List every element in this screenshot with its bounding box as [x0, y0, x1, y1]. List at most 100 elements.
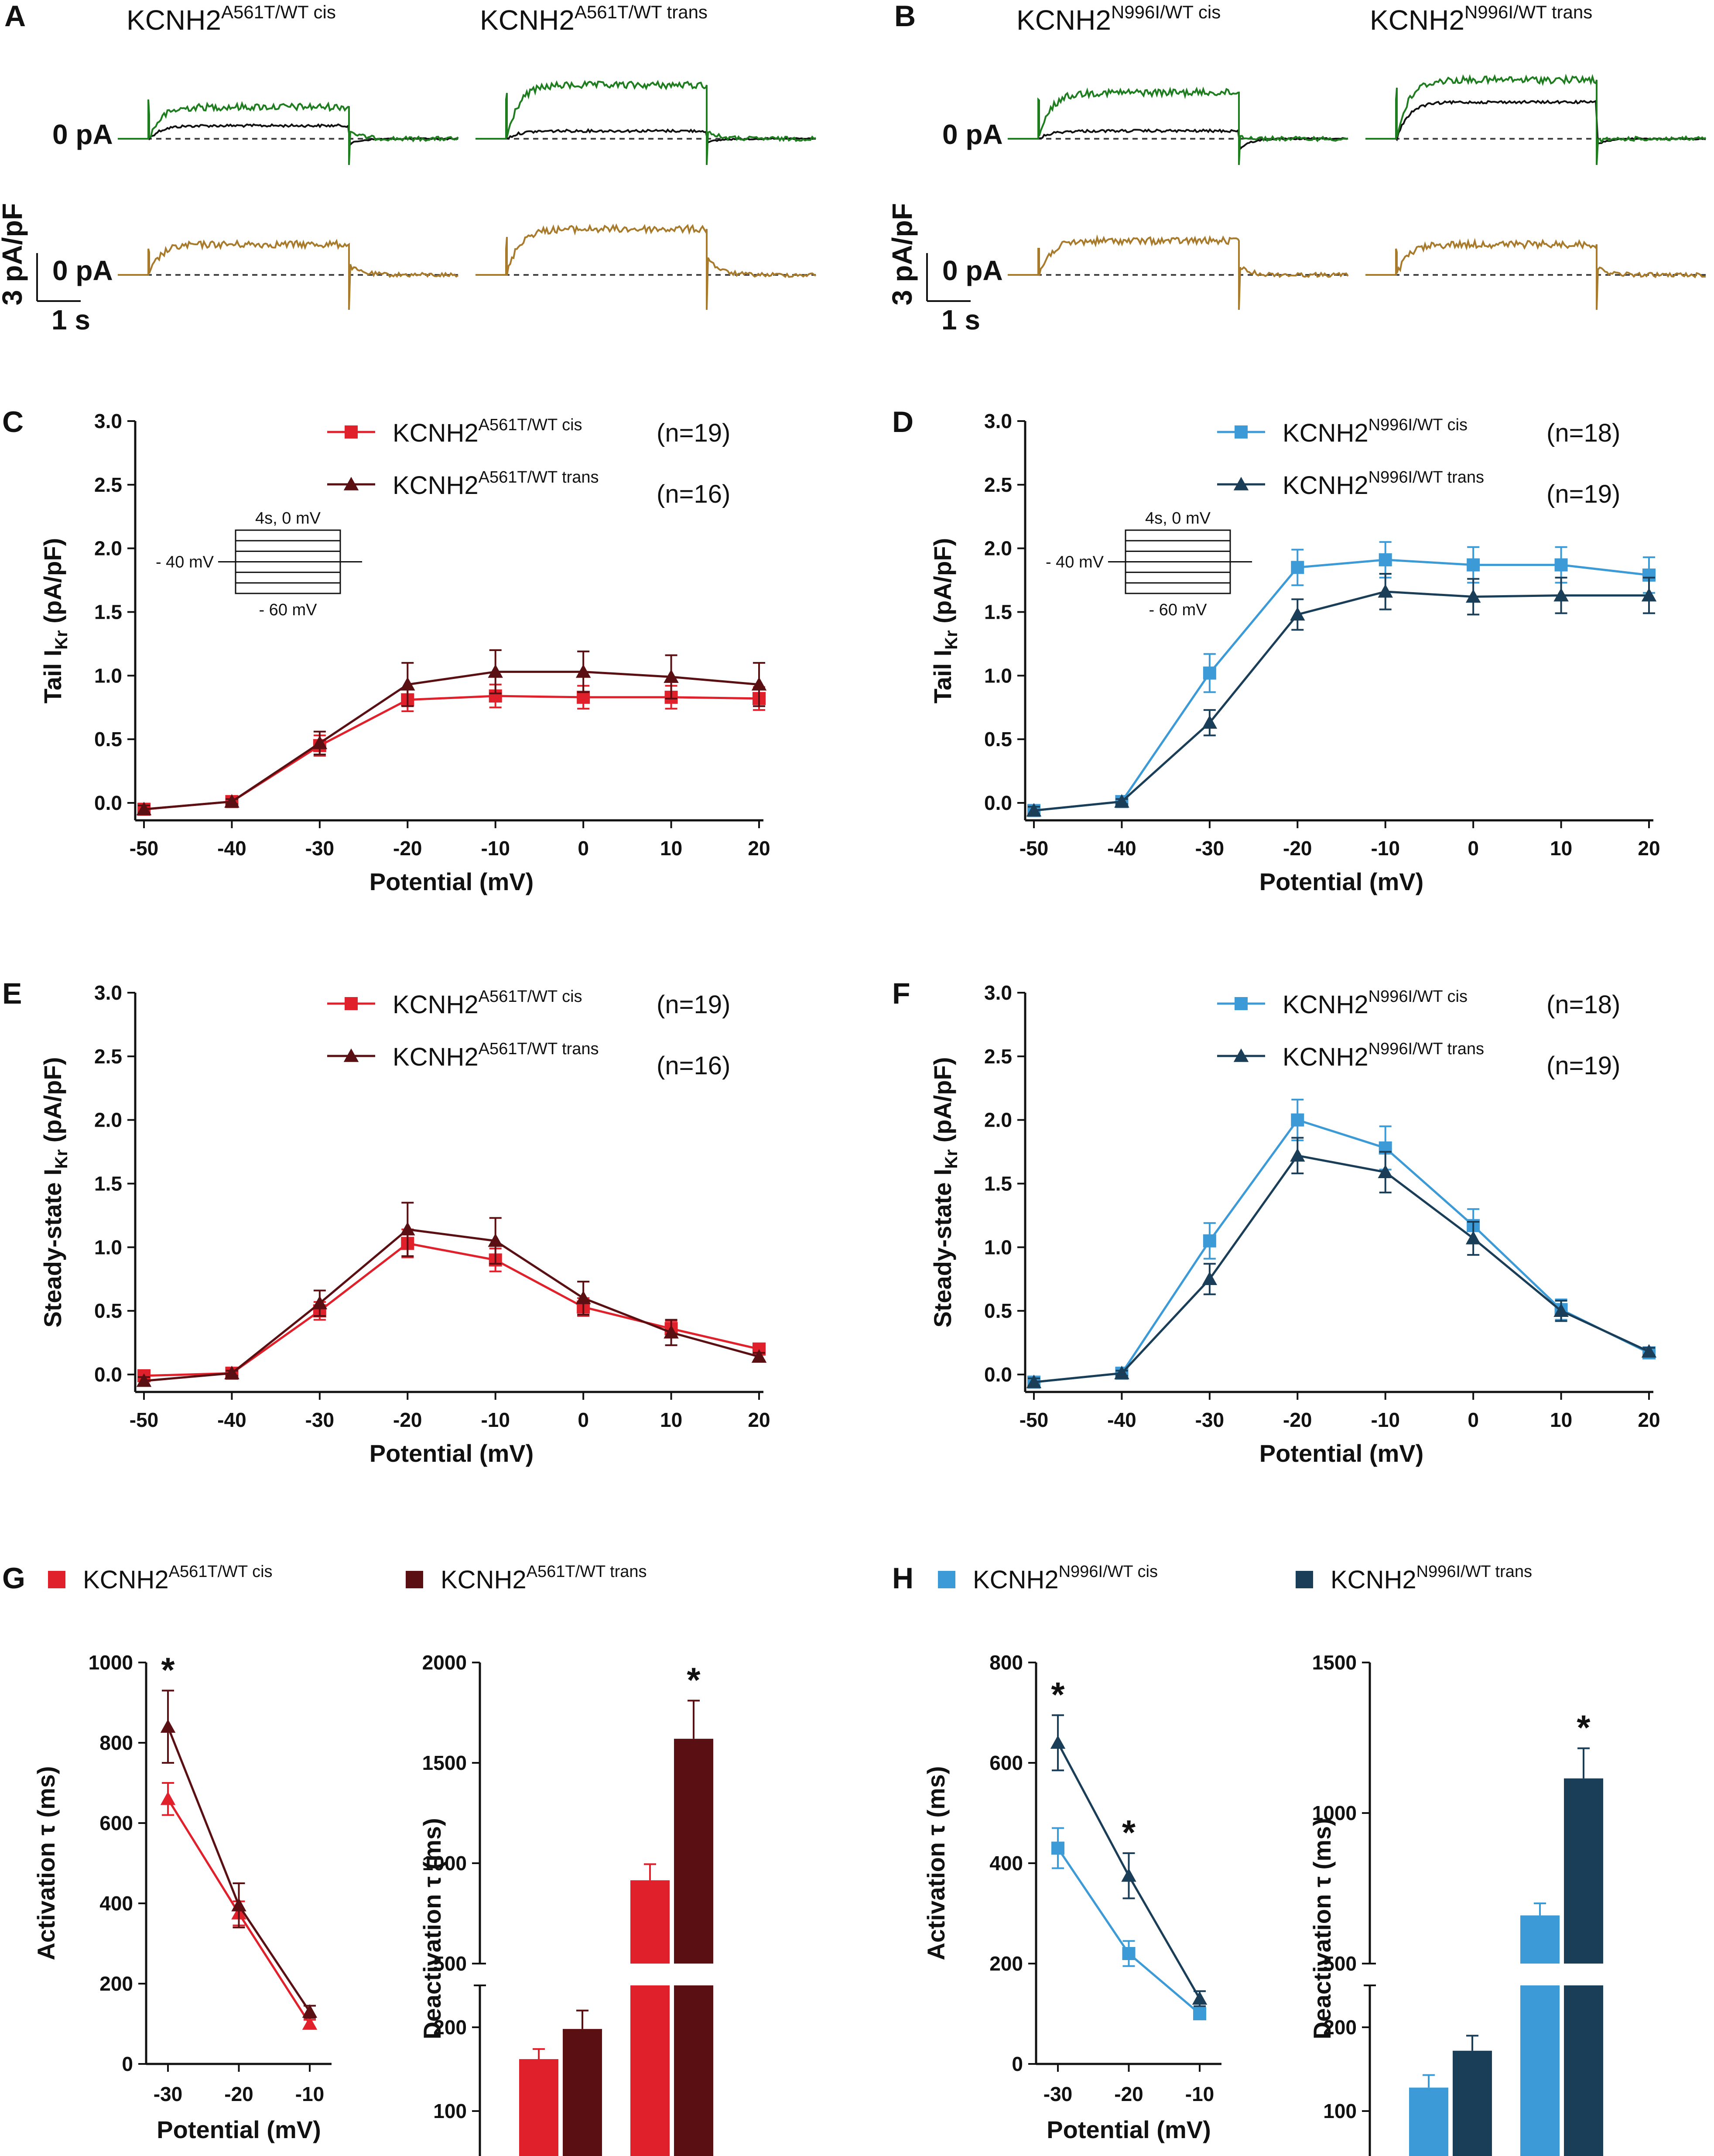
legend-marker — [345, 997, 358, 1010]
series-line — [144, 671, 759, 811]
series-line — [1033, 590, 1649, 812]
data-point — [1465, 589, 1481, 603]
y-tick-label: 100 — [1323, 2100, 1357, 2122]
data-point — [136, 802, 152, 816]
legend-marker — [1235, 997, 1248, 1010]
data-point — [1378, 584, 1393, 598]
data-point — [1467, 558, 1480, 572]
legend-n: (n=16) — [657, 1052, 730, 1080]
y-tick-label: 2.5 — [984, 1045, 1012, 1068]
data-point — [1192, 1991, 1208, 2005]
panel-letter-H: H — [892, 1562, 913, 1595]
y-tick-label: 1000 — [1312, 1802, 1357, 1824]
data-point — [1114, 1365, 1129, 1379]
series-1 — [1026, 1137, 1657, 1388]
data-point — [312, 1296, 328, 1309]
y-tick-label: 2.0 — [984, 1109, 1012, 1131]
x-tick-label: -30 — [1043, 2083, 1072, 2105]
x-tick-label: -20 — [1283, 1409, 1312, 1431]
y-tick-label: 3.0 — [94, 410, 122, 432]
bar — [630, 1985, 670, 2156]
y-tick-label: 2.5 — [984, 473, 1012, 496]
bar — [674, 1985, 713, 2156]
panel-letter-B: B — [894, 0, 916, 33]
y-tick-label: 2.5 — [94, 473, 122, 496]
series-line — [1033, 1154, 1650, 1383]
y-tick-label: 1.0 — [984, 664, 1012, 687]
x-tick-label: 0 — [1468, 1409, 1479, 1431]
data-point — [1114, 794, 1129, 808]
y-tick-label: 3.0 — [984, 981, 1012, 1004]
data-point — [1026, 803, 1042, 817]
y-axis-title: Deactivation τ (ms) — [1308, 1818, 1336, 2039]
x-tick-label: -20 — [1283, 837, 1312, 860]
x-tick-label: -10 — [1371, 1409, 1399, 1431]
panel-letter-C: C — [2, 405, 24, 439]
legend-n: (n=19) — [657, 419, 730, 447]
data-point — [1026, 1374, 1042, 1388]
y-tick-label: 3.0 — [94, 981, 122, 1004]
x-tick-label: -10 — [481, 837, 510, 860]
x-tick-label: 10 — [660, 837, 682, 860]
legend-G: KCNH2A561T/WT cis KCNH2A561T/WT trans — [48, 1563, 647, 1594]
data-point — [224, 794, 239, 808]
y-tick-label: 1.0 — [984, 1236, 1012, 1258]
legend-H: KCNH2N996I/WT cis KCNH2N996I/WT trans — [938, 1563, 1532, 1594]
x-tick-label: 20 — [1638, 1409, 1660, 1431]
legend-marker — [1235, 425, 1248, 439]
chart-panel-D: D 0.0 0.5 1.0 1.5 2.0 2.5 3.0 -50 -40 -30 -20 -10 0 10… — [892, 405, 1660, 895]
legend-marker — [345, 425, 358, 439]
legend-label: KCNH2A561T/WT trans — [393, 468, 599, 500]
data-point — [302, 2016, 318, 2030]
x-tick-label: -10 — [1371, 837, 1399, 860]
y-tick-label: 2000 — [422, 1651, 467, 1674]
x-tick-label: -20 — [224, 2083, 253, 2105]
y-tick-label: 0.0 — [94, 1363, 122, 1386]
scale-y-label: 3 pA/pF — [0, 203, 28, 305]
x-axis-title: Potential (mV) — [369, 1440, 534, 1467]
data-point — [1465, 1231, 1481, 1244]
data-point — [302, 2004, 318, 2018]
protocol-top: 4s, 0 mV — [255, 509, 321, 528]
data-point — [400, 677, 415, 691]
data-point — [1121, 1868, 1136, 1882]
data-point — [1202, 715, 1218, 729]
data-point — [1553, 588, 1569, 602]
zero-label-top: 0 pA — [52, 119, 113, 150]
x-tick-label: -10 — [1185, 2083, 1214, 2105]
trace-green — [118, 99, 459, 165]
trace-green — [1365, 73, 1707, 165]
y-tick-label: 1.5 — [984, 601, 1012, 624]
x-tick-label: -40 — [217, 837, 246, 860]
series-1 — [1050, 1714, 1208, 2007]
zero-label-bottom: 0 pA — [942, 255, 1003, 286]
x-tick-label: -50 — [130, 837, 158, 860]
series-line — [144, 1242, 759, 1377]
legend-label: KCNH2A561T/WT trans — [393, 1040, 599, 1071]
deactivation-panel-H: 500100015000100200Deactivation τ (ms)τfτ… — [1308, 1651, 1603, 2156]
significance-star: * — [161, 1650, 175, 1689]
y-tick-label: 1500 — [422, 1752, 467, 1774]
data-point — [1641, 588, 1657, 602]
x-tick-label: -30 — [154, 2083, 182, 2105]
x-axis-title: Potential (mV) — [1259, 868, 1423, 895]
data-point — [1203, 1234, 1216, 1248]
legend-label: KCNH2A561T/WT cis — [393, 987, 582, 1019]
legend-swatch — [48, 1571, 65, 1588]
y-tick-label: 200 — [989, 1952, 1023, 1975]
data-point — [751, 1349, 767, 1363]
bar — [674, 1738, 713, 1964]
data-point — [1378, 1165, 1393, 1179]
y-tick-label: 0 — [122, 2053, 133, 2075]
x-tick-label: 10 — [660, 1409, 682, 1431]
panel-letter-F: F — [892, 977, 910, 1010]
y-tick-label: 0 — [1012, 2053, 1023, 2075]
x-tick-label: 0 — [578, 837, 589, 860]
y-tick-label: 0.5 — [984, 1299, 1012, 1322]
y-tick-label: 2.5 — [94, 1045, 122, 1068]
y-tick-label: 200 — [1323, 2016, 1357, 2039]
x-tick-label: 20 — [748, 837, 770, 860]
x-tick-label: 10 — [1550, 1409, 1572, 1431]
x-tick-label: 0 — [1468, 837, 1479, 860]
